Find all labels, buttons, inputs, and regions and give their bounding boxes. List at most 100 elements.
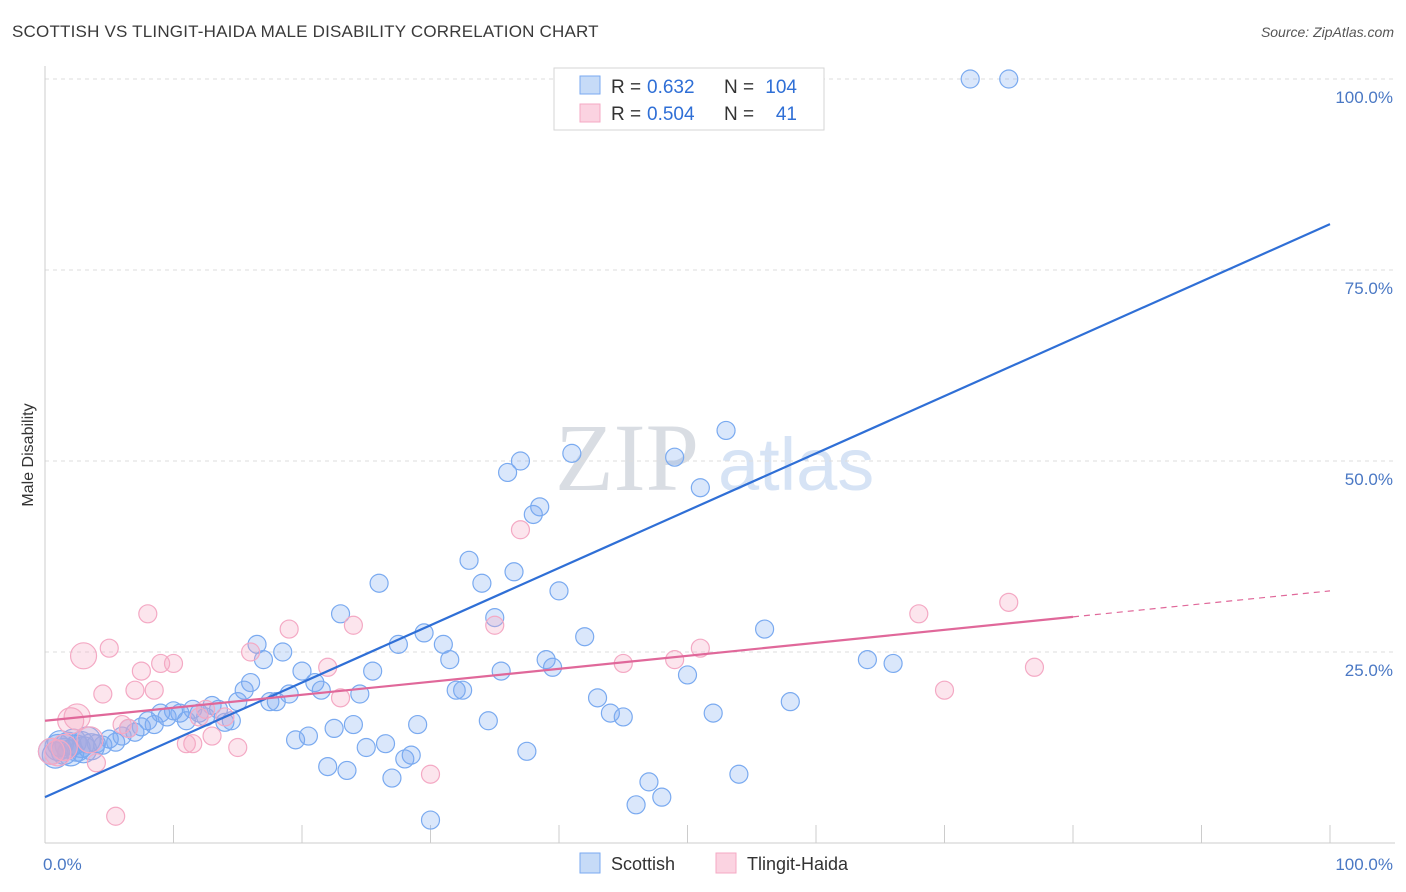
point-tlingit-haida xyxy=(183,734,203,754)
point-scottish xyxy=(690,478,710,498)
legend-swatch-tlingit-haida xyxy=(715,852,737,874)
point-tlingit-haida xyxy=(228,737,248,758)
point-tlingit-haida xyxy=(241,642,261,662)
point-scottish xyxy=(716,420,736,441)
point-tlingit-haida xyxy=(76,726,104,754)
point-scottish xyxy=(504,562,524,582)
points-layer xyxy=(37,69,1045,830)
series-tlingit-haida xyxy=(37,520,1045,826)
point-tlingit-haida xyxy=(420,764,441,784)
stats-n-label-tlingit-haida: N = xyxy=(724,104,754,125)
point-scottish xyxy=(999,69,1019,89)
point-tlingit-haida xyxy=(202,726,222,746)
axes: 0.0% 100.0% xyxy=(43,66,1395,874)
point-tlingit-haida xyxy=(131,661,151,681)
point-scottish xyxy=(549,581,569,601)
point-scottish xyxy=(542,657,563,677)
point-scottish xyxy=(652,787,672,807)
legend-swatch-scottish xyxy=(579,852,601,874)
point-scottish xyxy=(273,642,293,662)
point-scottish xyxy=(517,741,537,761)
y-tick-label: 25.0% xyxy=(1345,661,1393,680)
point-scottish xyxy=(491,661,511,681)
point-scottish xyxy=(677,665,698,685)
point-scottish xyxy=(665,447,685,467)
legend-label-scottish: Scottish xyxy=(611,854,675,874)
point-scottish xyxy=(86,734,107,754)
y-tick-label: 75.0% xyxy=(1345,279,1393,298)
point-scottish xyxy=(472,573,492,593)
point-scottish xyxy=(298,726,319,746)
point-tlingit-haida xyxy=(69,642,98,670)
legend-label-tlingit-haida: Tlingit-Haida xyxy=(747,854,849,874)
point-tlingit-haida xyxy=(1024,657,1045,677)
grid: 25.0% 50.0% 75.0% 100.0% xyxy=(45,78,1395,680)
x-tick-label-max: 100.0% xyxy=(1335,855,1393,874)
point-scottish xyxy=(382,768,402,788)
point-tlingit-haida xyxy=(485,615,505,635)
point-tlingit-haida xyxy=(118,718,139,739)
point-scottish xyxy=(600,703,621,723)
point-tlingit-haida xyxy=(99,638,119,658)
point-scottish xyxy=(587,688,608,708)
point-scottish xyxy=(369,573,389,593)
point-scottish xyxy=(356,737,376,758)
trend-line-scottish xyxy=(44,223,1331,799)
point-scottish xyxy=(446,680,466,700)
point-scottish xyxy=(318,756,338,777)
stats-r-label-scottish: R = xyxy=(611,77,641,98)
point-scottish xyxy=(330,604,351,624)
point-scottish xyxy=(498,462,518,483)
trend-line-extension-tlingit-haida xyxy=(1072,590,1331,618)
point-scottish xyxy=(420,810,441,830)
stats-n-value-scottish: 104 xyxy=(765,77,797,98)
series-scottish xyxy=(37,69,1019,830)
point-scottish xyxy=(960,69,980,89)
point-tlingit-haida xyxy=(138,604,158,624)
point-tlingit-haida xyxy=(106,806,126,826)
y-tick-label: 50.0% xyxy=(1345,470,1393,489)
point-tlingit-haida xyxy=(909,604,929,624)
chart-title: SCOTTISH VS TLINGIT-HAIDA MALE DISABILIT… xyxy=(12,22,599,41)
point-tlingit-haida xyxy=(665,650,685,670)
trend-lines xyxy=(44,223,1331,799)
point-scottish xyxy=(883,653,903,674)
point-scottish xyxy=(510,451,531,471)
point-scottish xyxy=(754,619,775,639)
point-scottish xyxy=(575,627,595,647)
point-scottish xyxy=(234,680,254,700)
point-scottish xyxy=(388,634,408,654)
watermark-atlas: atlas xyxy=(718,423,874,506)
point-scottish xyxy=(408,714,428,735)
point-tlingit-haida xyxy=(189,707,209,727)
source-label: Source: ZipAtlas.com xyxy=(1260,24,1394,40)
point-tlingit-haida xyxy=(144,680,164,700)
point-scottish xyxy=(453,680,473,700)
point-scottish xyxy=(536,650,556,670)
point-tlingit-haida xyxy=(510,520,531,540)
point-scottish xyxy=(626,795,646,815)
y-tick-label: 100.0% xyxy=(1335,88,1393,107)
point-scottish xyxy=(703,703,723,723)
point-scottish xyxy=(285,730,306,750)
point-scottish xyxy=(112,726,132,746)
point-scottish xyxy=(324,718,344,739)
stats-r-value-tlingit-haida: 0.504 xyxy=(647,104,695,125)
point-tlingit-haida xyxy=(934,680,955,700)
stats-swatch-scottish xyxy=(579,75,601,95)
point-scottish xyxy=(337,760,357,781)
point-scottish xyxy=(343,714,363,735)
stats-n-label-scottish: N = xyxy=(724,77,754,98)
stats-r-value-scottish: 0.632 xyxy=(647,77,695,98)
watermark-zip: ZIP xyxy=(555,404,699,511)
point-scottish xyxy=(562,443,582,463)
point-scottish xyxy=(639,772,659,792)
trend-line-tlingit-haida xyxy=(44,615,1074,722)
stats-r-label-tlingit-haida: R = xyxy=(611,104,641,125)
point-tlingit-haida xyxy=(86,753,107,773)
stats-n-value-tlingit-haida: 41 xyxy=(776,104,797,125)
point-tlingit-haida xyxy=(999,592,1019,612)
point-scottish xyxy=(485,608,505,628)
point-scottish xyxy=(440,650,460,670)
point-scottish xyxy=(414,623,434,643)
